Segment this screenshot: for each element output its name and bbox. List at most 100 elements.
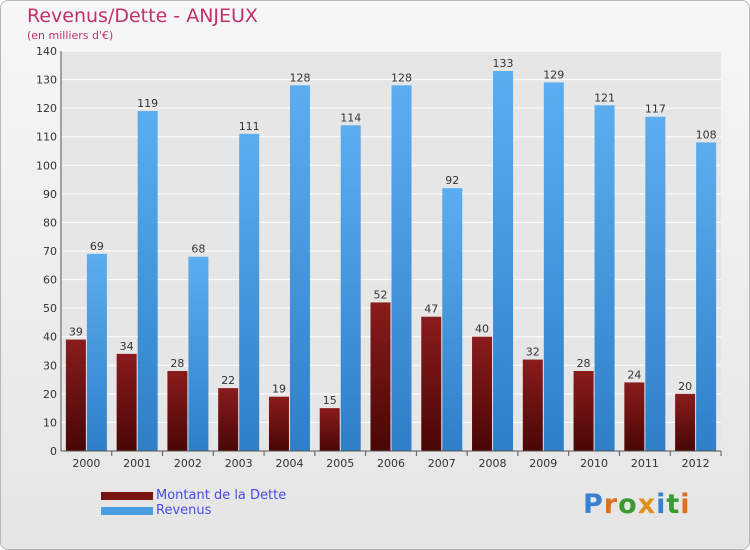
data-label: 68 — [191, 243, 205, 256]
x-tick-label: 2006 — [377, 457, 405, 470]
y-tick-label: 120 — [36, 102, 57, 115]
y-tick-label: 30 — [43, 359, 57, 372]
x-tick-label: 2005 — [326, 457, 354, 470]
y-tick-label: 50 — [43, 302, 57, 315]
bar-revenue — [391, 85, 412, 452]
bar-debt — [472, 336, 493, 451]
x-tick-label: 2009 — [529, 457, 557, 470]
y-tick-label: 100 — [36, 159, 57, 172]
bar-revenue — [239, 133, 260, 451]
legend-swatch-debt — [101, 491, 153, 500]
bar-debt — [675, 393, 696, 451]
legend-swatch-revenue — [101, 506, 153, 515]
legend-item-revenue: Revenus — [101, 503, 286, 518]
bar-revenue — [289, 85, 310, 452]
y-tick-label: 130 — [36, 74, 57, 87]
logo-letter: o — [618, 489, 638, 520]
y-tick-label: 90 — [43, 188, 57, 201]
bar-debt — [268, 396, 289, 451]
data-label: 69 — [90, 240, 104, 253]
logo-letter: x — [637, 489, 657, 520]
data-label: 22 — [221, 374, 235, 387]
bar-revenue — [493, 71, 514, 451]
data-label: 32 — [526, 346, 540, 359]
data-label: 24 — [627, 368, 641, 381]
y-tick-label: 140 — [36, 45, 57, 58]
proxiti-logo: Proxiti — [583, 489, 691, 520]
data-label: 47 — [424, 303, 438, 316]
data-label: 111 — [239, 120, 260, 133]
bar-debt — [167, 371, 188, 451]
data-label: 92 — [445, 174, 459, 187]
data-label: 117 — [645, 103, 666, 116]
bar-debt — [573, 371, 594, 451]
grid-lines — [61, 50, 721, 452]
bar-revenue — [137, 111, 158, 451]
bar-debt — [522, 359, 543, 451]
x-tick-label: 2007 — [428, 457, 456, 470]
legend-label-revenue: Revenus — [156, 503, 212, 518]
data-label: 133 — [493, 57, 514, 70]
data-label: 19 — [272, 383, 286, 396]
data-label: 34 — [120, 340, 134, 353]
bar-revenue — [86, 253, 107, 451]
bar-debt — [116, 353, 137, 451]
x-tick-label: 2004 — [275, 457, 303, 470]
x-tick-label: 2001 — [123, 457, 151, 470]
y-tick-label: 10 — [43, 416, 57, 429]
bar-debt — [218, 388, 239, 451]
x-tick-label: 2008 — [479, 457, 507, 470]
data-label: 114 — [340, 111, 361, 124]
y-tick-label: 20 — [43, 388, 57, 401]
data-label: 129 — [543, 68, 564, 81]
data-label: 52 — [374, 288, 388, 301]
logo-letter: t — [666, 489, 681, 520]
data-label: 20 — [678, 380, 692, 393]
x-tick-label: 2002 — [174, 457, 202, 470]
data-label: 15 — [323, 394, 337, 407]
x-tick-label: 2010 — [580, 457, 608, 470]
bar-debt — [421, 316, 442, 451]
data-label: 28 — [170, 357, 184, 370]
bar-revenue — [442, 188, 463, 451]
chart-subtitle: (en milliers d'€) — [27, 29, 114, 42]
data-label: 39 — [69, 326, 83, 339]
legend-item-debt: Montant de la Dette — [101, 488, 286, 503]
y-tick-label: 0 — [50, 445, 57, 458]
bar-revenue — [594, 105, 615, 452]
logo-letter: i — [656, 489, 667, 520]
bars: 39 69 34 119 28 68 22 111 19 128 15 114 52 128 47 92 40 1… — [65, 57, 717, 452]
logo-letter: i — [680, 489, 691, 520]
data-label: 40 — [475, 323, 489, 336]
bar-debt — [624, 382, 645, 451]
bar-debt — [370, 302, 391, 451]
legend-label-debt: Montant de la Dette — [156, 488, 287, 503]
bar-revenue — [340, 125, 361, 452]
bar-debt — [65, 339, 86, 451]
y-tick-label: 110 — [36, 131, 57, 144]
y-tick-label: 80 — [43, 216, 57, 229]
y-tick-label: 40 — [43, 331, 57, 344]
bar-revenue — [188, 256, 209, 451]
data-label: 119 — [137, 97, 158, 110]
data-label: 128 — [289, 71, 310, 84]
x-tick-label: 2011 — [631, 457, 659, 470]
y-tick-label: 70 — [43, 245, 57, 258]
logo-letter: r — [603, 489, 619, 520]
y-tick-label: 60 — [43, 274, 57, 287]
data-label: 121 — [594, 91, 615, 104]
logo-letter: P — [583, 489, 604, 520]
x-tick-label: 2000 — [72, 457, 100, 470]
data-label: 128 — [391, 71, 412, 84]
x-tick-label: 2003 — [225, 457, 253, 470]
legend: Montant de la Dette Revenus — [101, 488, 286, 518]
x-tick-label: 2012 — [682, 457, 710, 470]
bar-debt — [319, 408, 340, 451]
axes: 0 10 20 30 40 50 60 70 80 90 100 110 120 130 140 2000 20… — [36, 45, 722, 470]
data-label: 108 — [696, 128, 717, 141]
data-label: 28 — [577, 357, 591, 370]
bar-revenue — [645, 116, 666, 451]
chart-title: Revenus/Dette - ANJEUX — [27, 5, 258, 27]
